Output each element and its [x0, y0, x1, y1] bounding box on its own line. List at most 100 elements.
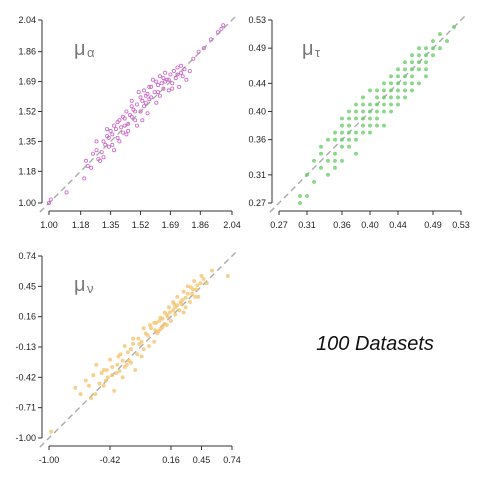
data-point — [140, 355, 144, 359]
data-point — [354, 138, 358, 142]
data-point — [125, 133, 128, 136]
data-point — [424, 75, 428, 79]
data-point — [138, 342, 142, 346]
y-tick-label: 1.18 — [18, 166, 36, 176]
data-point — [340, 159, 344, 163]
data-point — [333, 166, 337, 170]
data-point — [142, 105, 145, 108]
data-point — [95, 140, 98, 143]
data-point — [199, 281, 203, 285]
data-point — [171, 87, 174, 90]
data-point — [142, 89, 145, 92]
data-point — [179, 64, 182, 67]
data-point — [116, 136, 119, 139]
y-tick-label: 0.74 — [18, 251, 36, 261]
data-point — [95, 363, 99, 367]
data-point — [123, 344, 127, 348]
data-point — [160, 82, 163, 85]
data-point — [135, 103, 138, 106]
data-point — [91, 152, 94, 155]
data-point — [354, 117, 358, 121]
data-point — [152, 340, 156, 344]
data-point — [130, 105, 133, 108]
data-point — [158, 75, 161, 78]
data-point — [192, 279, 196, 283]
data-point — [410, 89, 414, 93]
data-point — [210, 269, 214, 273]
data-point — [83, 177, 86, 180]
data-point — [431, 46, 435, 50]
data-point — [176, 66, 179, 69]
data-point — [389, 96, 393, 100]
data-point — [112, 389, 116, 393]
data-point — [102, 156, 105, 159]
data-point — [403, 89, 407, 93]
data-point — [147, 344, 151, 348]
data-point — [115, 371, 119, 375]
y-tick-label: 2.04 — [18, 15, 36, 25]
data-point — [368, 117, 372, 121]
data-point — [118, 140, 121, 143]
data-point — [382, 124, 386, 128]
data-point — [403, 82, 407, 86]
data-point — [382, 103, 386, 107]
data-point — [424, 60, 428, 64]
data-point — [375, 124, 379, 128]
panel-label: μ — [74, 38, 86, 60]
data-point — [179, 71, 182, 74]
data-point — [106, 376, 110, 380]
data-point — [202, 277, 206, 281]
data-point — [109, 129, 112, 132]
data-point — [118, 369, 122, 373]
data-point — [117, 355, 121, 359]
data-point — [319, 166, 323, 170]
data-point — [382, 110, 386, 114]
data-point — [189, 286, 193, 290]
data-point — [131, 342, 135, 346]
data-point — [389, 110, 393, 114]
y-tick-label: -0.13 — [15, 342, 36, 352]
data-point — [438, 46, 442, 50]
data-point — [417, 46, 421, 50]
data-point — [410, 75, 414, 79]
data-point — [90, 166, 93, 169]
data-point — [181, 298, 185, 302]
data-point — [410, 82, 414, 86]
x-tick-label: 1.69 — [162, 220, 180, 230]
data-point — [157, 84, 160, 87]
x-tick-label: 0.31 — [298, 220, 316, 230]
data-point — [155, 101, 158, 104]
data-point — [382, 82, 386, 86]
x-tick-label: 1.00 — [40, 220, 58, 230]
data-point — [113, 149, 116, 152]
data-point — [222, 24, 225, 27]
y-tick-label: -0.71 — [15, 403, 36, 413]
data-point — [410, 53, 414, 57]
data-point — [100, 371, 104, 375]
data-point — [110, 373, 114, 377]
data-point — [375, 89, 379, 93]
data-point — [139, 96, 142, 99]
data-point — [375, 117, 379, 121]
data-point — [162, 77, 165, 80]
panel-mu-nu: -1.00 -0.42 0.16 0.45 0.74 -1.00 -0.71 -0.42 -0.… — [15, 251, 240, 465]
y-tick-label: 0.45 — [18, 281, 36, 291]
data-point — [361, 131, 365, 135]
data-point — [121, 359, 125, 363]
data-point — [396, 96, 400, 100]
data-point — [403, 75, 407, 79]
data-point — [354, 110, 358, 114]
data-point — [196, 284, 200, 288]
data-point — [312, 159, 316, 163]
x-tick-label: 1.35 — [102, 220, 120, 230]
data-point — [74, 386, 78, 390]
data-point — [107, 145, 110, 148]
data-point — [445, 39, 449, 43]
data-point — [382, 96, 386, 100]
data-point — [382, 89, 386, 93]
data-point — [361, 117, 365, 121]
data-point — [172, 302, 176, 306]
data-point — [193, 295, 197, 299]
data-point — [431, 39, 435, 43]
data-point — [171, 82, 174, 85]
